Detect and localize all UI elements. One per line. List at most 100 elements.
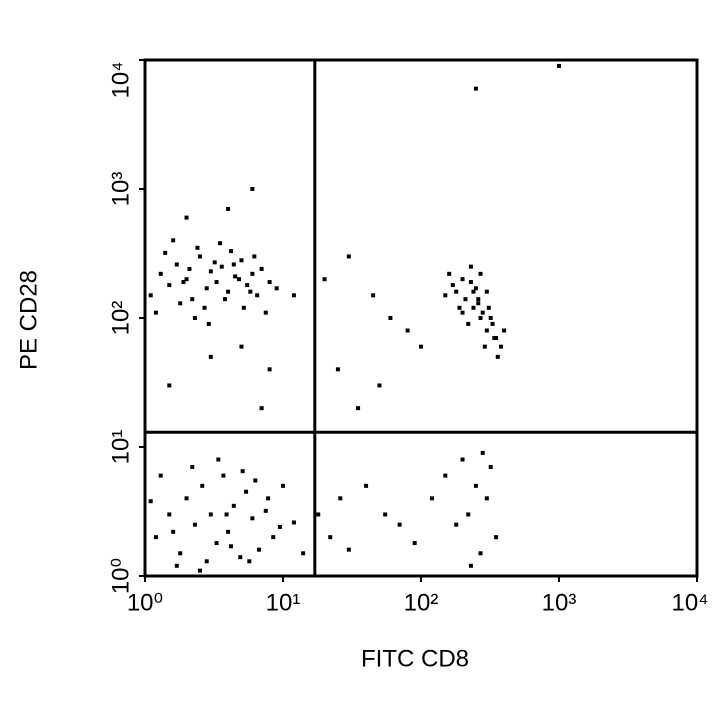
event-dot xyxy=(206,321,211,326)
event-dot xyxy=(274,286,279,291)
event-dot xyxy=(238,555,243,560)
event-dot xyxy=(158,271,163,276)
event-dot xyxy=(447,271,452,276)
event-dot xyxy=(466,512,471,517)
event-dot xyxy=(291,293,296,298)
event-dot xyxy=(468,563,473,568)
event-dot xyxy=(478,316,483,320)
y-tick-label: 10¹ xyxy=(107,430,134,465)
event-dot xyxy=(316,512,321,517)
event-dot xyxy=(412,541,417,546)
event-dot xyxy=(184,277,189,282)
x-tick-label: 10⁰ xyxy=(127,589,163,616)
event-dot xyxy=(239,344,244,349)
event-dot xyxy=(148,499,153,504)
event-dot xyxy=(250,516,255,521)
event-dot xyxy=(490,321,495,326)
event-dot xyxy=(250,271,255,276)
event-dot xyxy=(255,293,260,298)
event-dot xyxy=(247,559,252,564)
event-dot xyxy=(163,250,168,255)
event-dot xyxy=(480,310,485,315)
event-dot xyxy=(250,187,255,191)
event-dot xyxy=(263,508,268,513)
event-dot xyxy=(202,305,207,310)
event-dot xyxy=(482,344,487,349)
event-dot xyxy=(443,473,448,478)
event-dot xyxy=(471,305,476,310)
event-dot xyxy=(460,310,465,315)
plot-frame xyxy=(143,58,699,578)
event-dot xyxy=(495,354,500,359)
event-dot xyxy=(397,522,402,527)
event-dot xyxy=(476,301,481,306)
event-dot xyxy=(322,277,327,282)
event-dot xyxy=(488,316,493,320)
event-dot xyxy=(231,262,236,267)
event-dot xyxy=(473,86,478,91)
event-dot xyxy=(494,535,499,540)
event-dot xyxy=(229,249,234,254)
event-dot xyxy=(478,551,483,556)
event-dot xyxy=(219,264,224,269)
event-dot xyxy=(271,535,276,540)
event-dot xyxy=(471,289,476,294)
event-dot xyxy=(473,286,478,291)
event-dot xyxy=(468,280,473,285)
event-dot xyxy=(253,478,258,483)
event-dot xyxy=(450,283,455,288)
event-dot xyxy=(221,473,226,478)
event-dot xyxy=(356,406,361,411)
event-dot xyxy=(192,316,197,320)
event-dot xyxy=(241,305,246,310)
event-dot xyxy=(178,301,183,306)
event-dot xyxy=(338,496,343,501)
event-dot xyxy=(466,321,471,326)
event-dot xyxy=(377,383,382,388)
event-dot xyxy=(484,289,489,294)
y-tick-label: 10⁴ xyxy=(107,61,134,98)
event-dot xyxy=(460,277,465,282)
event-dot xyxy=(167,383,172,388)
event-dot xyxy=(266,496,271,501)
event-dot xyxy=(291,520,296,525)
x-tick-label: 10³ xyxy=(542,589,577,616)
event-dot xyxy=(371,293,376,298)
event-dot xyxy=(346,254,351,259)
event-dot xyxy=(171,238,176,243)
event-dot xyxy=(328,535,333,540)
event-dot xyxy=(259,406,264,411)
event-dot xyxy=(153,310,158,315)
event-dot xyxy=(226,529,231,534)
event-dot xyxy=(457,305,462,310)
x-axis-label: FITC CD8 xyxy=(361,645,469,672)
event-dot xyxy=(208,354,213,359)
event-dot xyxy=(486,305,491,310)
event-dot xyxy=(301,551,306,556)
event-dot xyxy=(281,483,285,488)
event-dot xyxy=(473,483,478,488)
y-axis-label: PE CD28 xyxy=(15,270,42,370)
event-dot xyxy=(454,522,459,527)
x-tick-label: 10² xyxy=(404,589,439,616)
event-dot xyxy=(229,544,234,549)
y-tick-label: 10³ xyxy=(107,172,134,207)
event-dot xyxy=(200,483,205,488)
event-dot xyxy=(223,297,228,302)
event-dot xyxy=(480,450,485,455)
event-dot xyxy=(492,335,497,340)
event-dot xyxy=(346,547,351,552)
event-dot xyxy=(216,457,221,462)
event-dot xyxy=(484,328,489,333)
event-dot xyxy=(218,241,223,246)
event-dot xyxy=(429,496,434,501)
event-dot xyxy=(478,271,483,276)
y-tick-label: 10² xyxy=(107,301,134,336)
event-dot xyxy=(167,283,172,288)
event-dot xyxy=(231,503,236,508)
event-dot xyxy=(443,293,448,298)
event-dot xyxy=(214,541,219,546)
y-tick-label: 10⁰ xyxy=(107,558,134,594)
event-dot xyxy=(148,293,153,298)
